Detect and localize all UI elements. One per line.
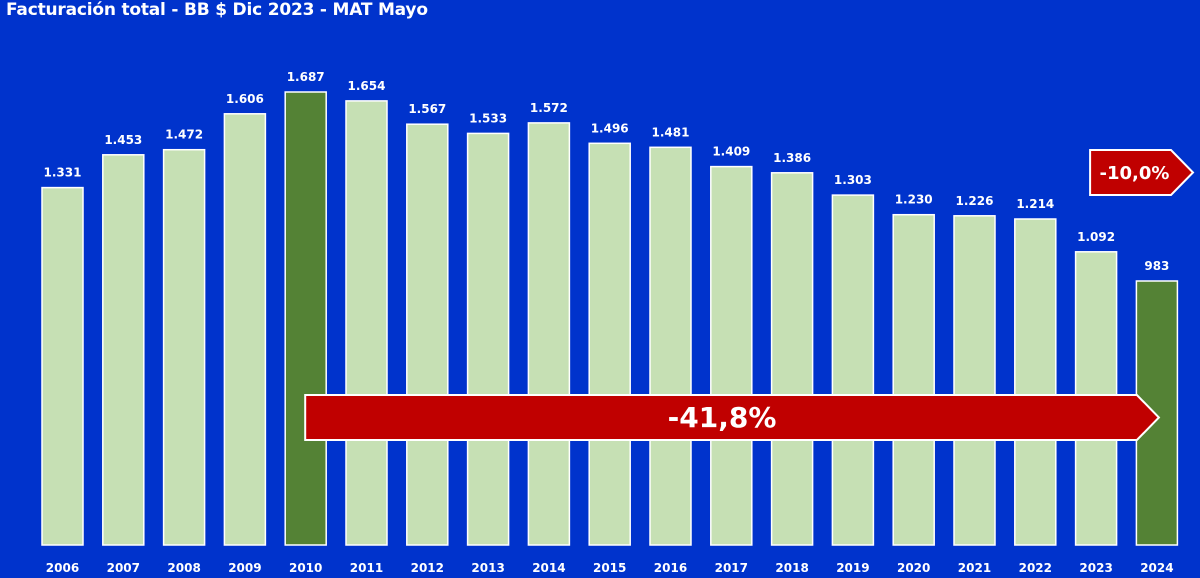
- value-label-2013: 1.533: [469, 111, 507, 125]
- x-tick-label-2008: 2008: [167, 561, 200, 575]
- bar-2007: [102, 154, 145, 546]
- value-label-2008: 1.472: [165, 128, 203, 142]
- x-tick-label-2022: 2022: [1019, 561, 1052, 575]
- value-label-2012: 1.567: [408, 102, 446, 116]
- x-tick-label-2024: 2024: [1140, 561, 1173, 575]
- bar-2011: [345, 100, 388, 546]
- x-tick-label-2014: 2014: [532, 561, 565, 575]
- annotation-arrows: -41,8% -10,0%: [304, 149, 1195, 441]
- bar-2022: [1014, 218, 1057, 546]
- value-label-2021: 1.226: [956, 194, 994, 208]
- bar-2009: [223, 113, 267, 546]
- bar-2013: [466, 132, 510, 546]
- x-tick-label-2007: 2007: [107, 561, 140, 575]
- value-label-2024: 983: [1144, 259, 1169, 273]
- change-arrow-yoy: [1089, 149, 1195, 196]
- x-tick-label-2021: 2021: [958, 561, 991, 575]
- bar-2019: [831, 194, 875, 546]
- value-label-2010: 1.687: [287, 70, 325, 84]
- change-label-yoy: -10,0%: [1100, 163, 1170, 184]
- bar-2016: [649, 146, 692, 546]
- bar-2021: [953, 215, 996, 546]
- x-tick-label-2020: 2020: [897, 561, 930, 575]
- x-tick-label-2017: 2017: [715, 561, 748, 575]
- value-label-2018: 1.386: [773, 151, 811, 165]
- x-tick-label-2010: 2010: [289, 561, 322, 575]
- bar-2012: [406, 123, 449, 546]
- value-label-2009: 1.606: [226, 92, 264, 106]
- bar-2010: [284, 91, 327, 546]
- value-label-2017: 1.409: [712, 145, 750, 159]
- value-label-2016: 1.481: [652, 125, 690, 139]
- bar-2015: [588, 142, 631, 546]
- value-label-2015: 1.496: [591, 121, 629, 135]
- change-arrow-total: [304, 394, 1161, 441]
- change-label-total: -41,8%: [668, 401, 777, 434]
- x-tick-label-2009: 2009: [228, 561, 261, 575]
- bar-2008: [162, 148, 206, 546]
- value-label-2007: 1.453: [104, 133, 142, 147]
- value-label-2019: 1.303: [834, 173, 872, 187]
- bars-group: [41, 91, 1179, 546]
- x-tick-label-2019: 2019: [836, 561, 869, 575]
- value-label-2006: 1.331: [44, 166, 82, 180]
- x-tick-label-2023: 2023: [1079, 561, 1112, 575]
- value-label-2022: 1.214: [1016, 197, 1054, 211]
- x-tick-label-2018: 2018: [775, 561, 808, 575]
- value-label-2023: 1.092: [1077, 230, 1115, 244]
- x-tick-label-2006: 2006: [46, 561, 79, 575]
- chart-title: Facturación total - BB $ Dic 2023 - MAT …: [6, 0, 428, 20]
- value-labels-group: 1.331 1.453 1.472 1.606 1.687 1.654 1.567 1.533…: [44, 70, 1170, 273]
- value-label-2020: 1.230: [895, 193, 933, 207]
- x-tick-label-2011: 2011: [350, 561, 383, 575]
- value-label-2014: 1.572: [530, 101, 568, 115]
- value-label-2011: 1.654: [348, 79, 386, 93]
- bar-2014: [527, 122, 571, 546]
- x-tick-label-2016: 2016: [654, 561, 687, 575]
- x-axis-tick-labels: 2006 2007 2008 2009 2010 2011 2012 2013 2014 2015…: [46, 561, 1174, 575]
- bar-2020: [892, 213, 935, 546]
- bar-2018: [770, 172, 814, 546]
- x-tick-label-2015: 2015: [593, 561, 626, 575]
- bar-2017: [710, 165, 753, 546]
- x-tick-label-2013: 2013: [471, 561, 504, 575]
- bar-2006: [41, 186, 84, 546]
- x-tick-label-2012: 2012: [411, 561, 444, 575]
